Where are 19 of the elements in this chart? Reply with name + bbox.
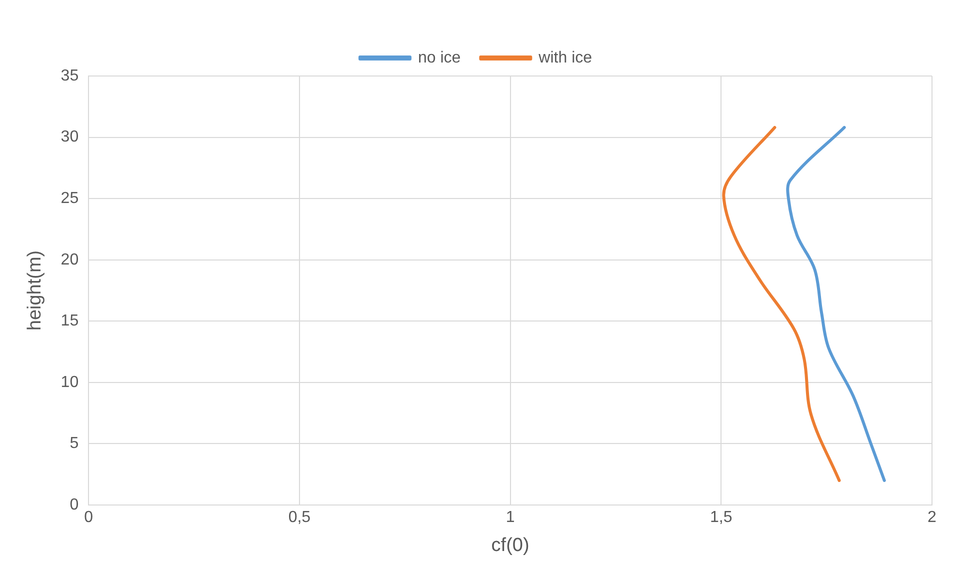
x-tick-label: 1,5 (710, 509, 732, 526)
legend-label: no ice (418, 49, 461, 66)
y-tick-label: 10 (60, 374, 79, 391)
y-tick-label: 0 (70, 496, 79, 514)
legend-label: with ice (538, 49, 592, 66)
y-tick-label: 15 (60, 312, 79, 330)
x-tick-label: 0,5 (288, 509, 311, 526)
y-tick-label: 25 (60, 190, 79, 207)
line-series (786, 126, 886, 482)
y-tick-label: 30 (60, 128, 79, 146)
y-axis-title: height(m) (24, 250, 46, 331)
y-tick-label: 5 (70, 435, 79, 452)
x-axis-title: cf(0) (491, 534, 530, 556)
y-tick-label: 35 (60, 67, 79, 84)
line-series (722, 126, 841, 482)
x-tick-label: 1 (506, 509, 515, 526)
x-tick-label: 2 (928, 509, 937, 526)
x-tick-label: 0 (84, 509, 94, 526)
y-tick-label: 20 (60, 251, 79, 268)
